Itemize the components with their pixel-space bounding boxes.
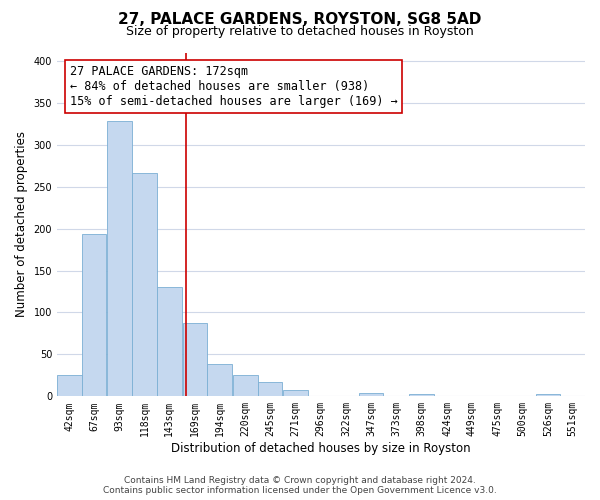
Bar [359,393,383,396]
Bar [57,376,82,396]
Text: 27 PALACE GARDENS: 172sqm
← 84% of detached houses are smaller (938)
15% of semi: 27 PALACE GARDENS: 172sqm ← 84% of detac… [70,65,398,108]
Bar [157,288,182,397]
Text: Contains HM Land Registry data © Crown copyright and database right 2024.
Contai: Contains HM Land Registry data © Crown c… [103,476,497,495]
Bar [258,382,283,396]
Bar [107,122,132,396]
Bar [82,234,106,396]
Bar [132,174,157,396]
Bar [536,394,560,396]
Y-axis label: Number of detached properties: Number of detached properties [15,132,28,318]
Bar [208,364,232,396]
Bar [409,394,434,396]
X-axis label: Distribution of detached houses by size in Royston: Distribution of detached houses by size … [171,442,471,455]
Text: 27, PALACE GARDENS, ROYSTON, SG8 5AD: 27, PALACE GARDENS, ROYSTON, SG8 5AD [118,12,482,28]
Bar [233,376,258,396]
Text: Size of property relative to detached houses in Royston: Size of property relative to detached ho… [126,25,474,38]
Bar [182,324,208,396]
Bar [283,390,308,396]
